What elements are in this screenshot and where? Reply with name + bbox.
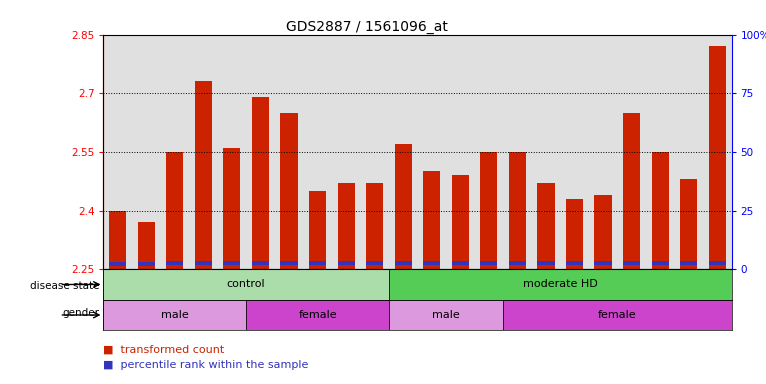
Bar <box>360 35 389 269</box>
Text: control: control <box>227 280 266 290</box>
Bar <box>709 262 726 265</box>
Bar <box>589 35 617 269</box>
Bar <box>218 35 246 269</box>
Bar <box>538 183 555 269</box>
Text: moderate HD: moderate HD <box>523 280 597 290</box>
Bar <box>103 35 132 269</box>
Bar <box>166 262 183 265</box>
Bar <box>332 35 360 269</box>
Bar <box>109 262 126 266</box>
Text: disease state: disease state <box>30 281 100 291</box>
Bar <box>509 262 526 265</box>
Bar <box>623 113 640 269</box>
Bar <box>652 262 669 265</box>
Bar <box>138 222 155 269</box>
Bar <box>394 262 412 265</box>
Bar <box>566 199 583 269</box>
Bar <box>309 191 326 269</box>
Bar <box>189 35 218 269</box>
Bar <box>389 300 503 330</box>
Title: GDS2887 / 1561096_at: GDS2887 / 1561096_at <box>286 20 448 33</box>
Bar <box>423 171 440 269</box>
Bar <box>452 262 469 265</box>
Bar <box>560 35 589 269</box>
Bar <box>652 152 669 269</box>
Bar <box>195 81 212 269</box>
Bar <box>703 35 732 269</box>
Bar <box>389 269 732 300</box>
Bar <box>503 35 532 269</box>
Bar <box>309 262 326 265</box>
Bar <box>446 35 475 269</box>
Bar <box>566 262 583 265</box>
Bar <box>366 183 383 269</box>
Bar <box>480 262 497 265</box>
Bar <box>532 35 560 269</box>
Bar <box>594 195 611 269</box>
Bar <box>280 113 297 269</box>
Bar <box>617 35 646 269</box>
Bar <box>224 262 241 265</box>
Bar <box>503 300 732 330</box>
Bar <box>246 300 389 330</box>
Bar <box>674 35 703 269</box>
Text: male: male <box>161 310 188 320</box>
Bar <box>423 262 440 265</box>
Bar <box>338 183 355 269</box>
Bar <box>480 152 497 269</box>
Bar <box>138 262 155 266</box>
Text: female: female <box>598 310 637 320</box>
Bar <box>280 262 297 265</box>
Bar <box>224 148 241 269</box>
Bar <box>103 300 246 330</box>
Bar <box>538 262 555 265</box>
Bar <box>680 179 697 269</box>
Bar <box>195 262 212 265</box>
Bar <box>109 210 126 269</box>
Bar <box>161 35 189 269</box>
Bar <box>275 35 303 269</box>
Text: ■  percentile rank within the sample: ■ percentile rank within the sample <box>103 360 309 370</box>
Bar <box>709 46 726 269</box>
Bar <box>594 262 611 265</box>
Bar <box>103 269 389 300</box>
Text: male: male <box>432 310 460 320</box>
Text: ■  transformed count: ■ transformed count <box>103 344 224 354</box>
Bar <box>132 35 161 269</box>
Bar <box>680 262 697 265</box>
Text: gender: gender <box>63 308 100 318</box>
Bar <box>623 262 640 265</box>
Bar <box>338 262 355 265</box>
Bar <box>366 262 383 265</box>
Text: female: female <box>298 310 337 320</box>
Bar <box>394 144 412 269</box>
Bar <box>509 152 526 269</box>
Bar <box>252 97 269 269</box>
Bar <box>389 35 417 269</box>
Bar <box>246 35 275 269</box>
Bar <box>303 35 332 269</box>
Bar <box>452 175 469 269</box>
Bar <box>166 152 183 269</box>
Bar <box>475 35 503 269</box>
Bar <box>417 35 446 269</box>
Bar <box>646 35 674 269</box>
Bar <box>252 262 269 265</box>
